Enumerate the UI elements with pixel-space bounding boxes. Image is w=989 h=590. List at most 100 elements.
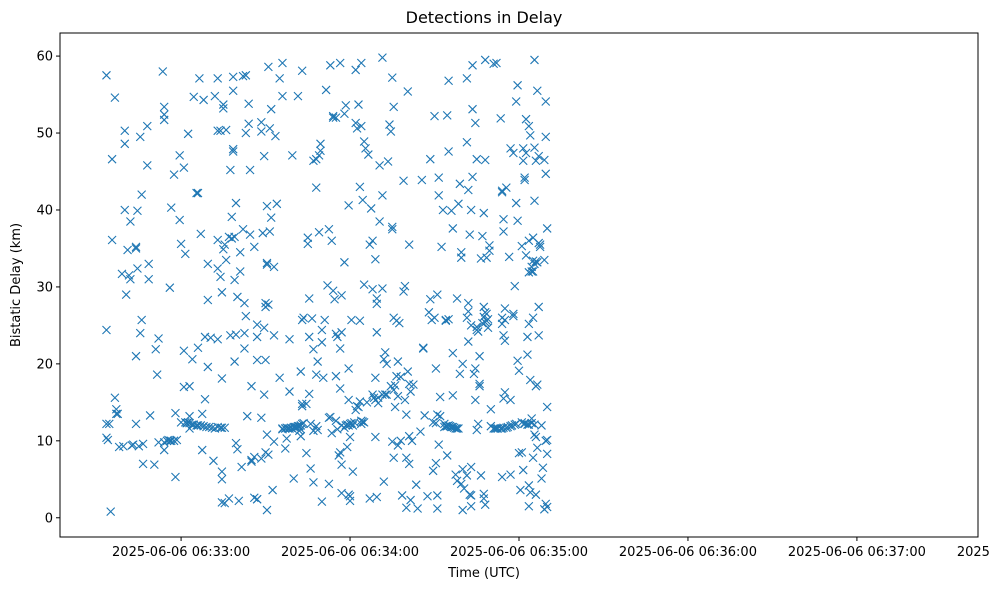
data-point-marker xyxy=(299,418,308,428)
data-point-marker xyxy=(535,240,545,249)
data-point-marker xyxy=(102,433,111,443)
data-point-marker xyxy=(117,269,127,279)
data-point-marker xyxy=(537,421,546,430)
data-point-marker xyxy=(245,230,255,239)
data-point-marker xyxy=(238,224,248,234)
data-point-marker xyxy=(413,504,423,513)
data-point-marker xyxy=(128,440,138,450)
data-point-marker xyxy=(425,294,435,304)
data-point-marker xyxy=(416,427,425,436)
data-point-marker xyxy=(403,87,413,96)
data-point-marker xyxy=(203,362,213,372)
data-point-marker xyxy=(379,477,389,486)
data-point-marker xyxy=(539,155,549,165)
data-point-marker xyxy=(463,337,473,346)
data-point-marker xyxy=(411,480,421,490)
data-point-marker xyxy=(337,460,346,470)
data-point-marker xyxy=(320,315,330,325)
data-point-marker xyxy=(382,359,392,369)
data-point-marker xyxy=(228,72,238,82)
y-tick-label: 20 xyxy=(36,357,53,372)
data-point-marker xyxy=(435,411,445,421)
data-point-marker xyxy=(539,255,549,265)
data-point-marker xyxy=(110,93,120,103)
data-point-marker xyxy=(241,128,251,138)
data-point-marker xyxy=(496,114,506,123)
data-point-marker xyxy=(249,493,259,503)
data-point-marker xyxy=(344,364,354,373)
data-point-marker xyxy=(261,298,270,308)
x-tick-label: 2025-06-06 06:38:00 xyxy=(957,545,989,560)
data-point-marker xyxy=(530,430,539,440)
data-point-marker xyxy=(335,384,345,393)
data-point-marker xyxy=(313,357,323,366)
data-point-marker xyxy=(372,299,382,309)
data-point-marker xyxy=(525,487,535,497)
data-point-marker xyxy=(524,481,534,490)
data-point-marker xyxy=(466,491,476,500)
data-point-marker xyxy=(430,111,439,121)
data-point-marker xyxy=(378,390,387,400)
data-point-marker xyxy=(518,144,528,153)
data-point-marker xyxy=(275,373,285,383)
data-point-marker xyxy=(527,418,537,428)
data-point-marker xyxy=(142,160,152,170)
data-point-marker xyxy=(458,464,468,474)
data-point-marker xyxy=(252,320,262,330)
data-point-marker xyxy=(534,331,544,340)
points-layer xyxy=(102,53,552,516)
data-point-marker xyxy=(126,217,135,226)
data-point-marker xyxy=(256,454,266,463)
data-point-marker xyxy=(158,67,168,76)
data-point-marker xyxy=(479,494,489,503)
data-point-marker xyxy=(169,170,179,179)
data-point-marker xyxy=(144,259,154,269)
data-point-marker xyxy=(479,489,489,499)
data-point-marker xyxy=(480,155,490,165)
data-point-marker xyxy=(265,227,275,236)
data-point-marker xyxy=(330,294,339,304)
data-point-marker xyxy=(269,437,279,446)
data-point-marker xyxy=(221,125,231,135)
data-point-marker xyxy=(240,298,249,308)
data-point-marker xyxy=(541,499,551,509)
data-point-marker xyxy=(278,58,287,68)
data-point-marker xyxy=(532,257,542,267)
x-tick-label: 2025-06-06 06:34:00 xyxy=(281,545,419,560)
data-point-marker xyxy=(325,60,335,70)
data-point-marker xyxy=(428,466,438,476)
data-point-marker xyxy=(263,300,273,310)
data-point-marker xyxy=(144,274,154,284)
data-point-marker xyxy=(297,399,307,409)
data-point-marker xyxy=(271,131,280,141)
data-point-marker xyxy=(200,394,210,404)
data-point-marker xyxy=(296,431,306,441)
data-point-marker xyxy=(444,76,453,86)
y-tick-label: 10 xyxy=(36,434,53,449)
data-point-marker xyxy=(475,351,484,361)
data-point-marker xyxy=(303,233,313,243)
data-point-marker xyxy=(224,494,234,503)
data-point-marker xyxy=(397,491,407,500)
data-point-marker xyxy=(454,424,463,433)
data-point-marker xyxy=(231,330,241,340)
data-point-marker xyxy=(370,373,380,383)
data-point-marker xyxy=(441,316,451,326)
data-point-marker xyxy=(337,290,346,300)
data-point-marker xyxy=(500,315,510,325)
data-point-marker xyxy=(489,59,499,69)
data-point-marker xyxy=(404,240,414,249)
data-point-marker xyxy=(311,183,321,193)
plot-frame xyxy=(59,32,979,538)
data-point-marker xyxy=(530,259,539,269)
data-point-marker xyxy=(524,501,534,511)
data-point-marker xyxy=(458,505,468,515)
data-point-marker xyxy=(482,253,492,263)
data-point-marker xyxy=(171,408,180,418)
data-point-marker xyxy=(386,127,396,136)
data-point-marker xyxy=(206,333,216,343)
data-point-marker xyxy=(231,438,241,448)
data-point-marker xyxy=(213,126,223,136)
data-point-marker xyxy=(483,314,493,324)
